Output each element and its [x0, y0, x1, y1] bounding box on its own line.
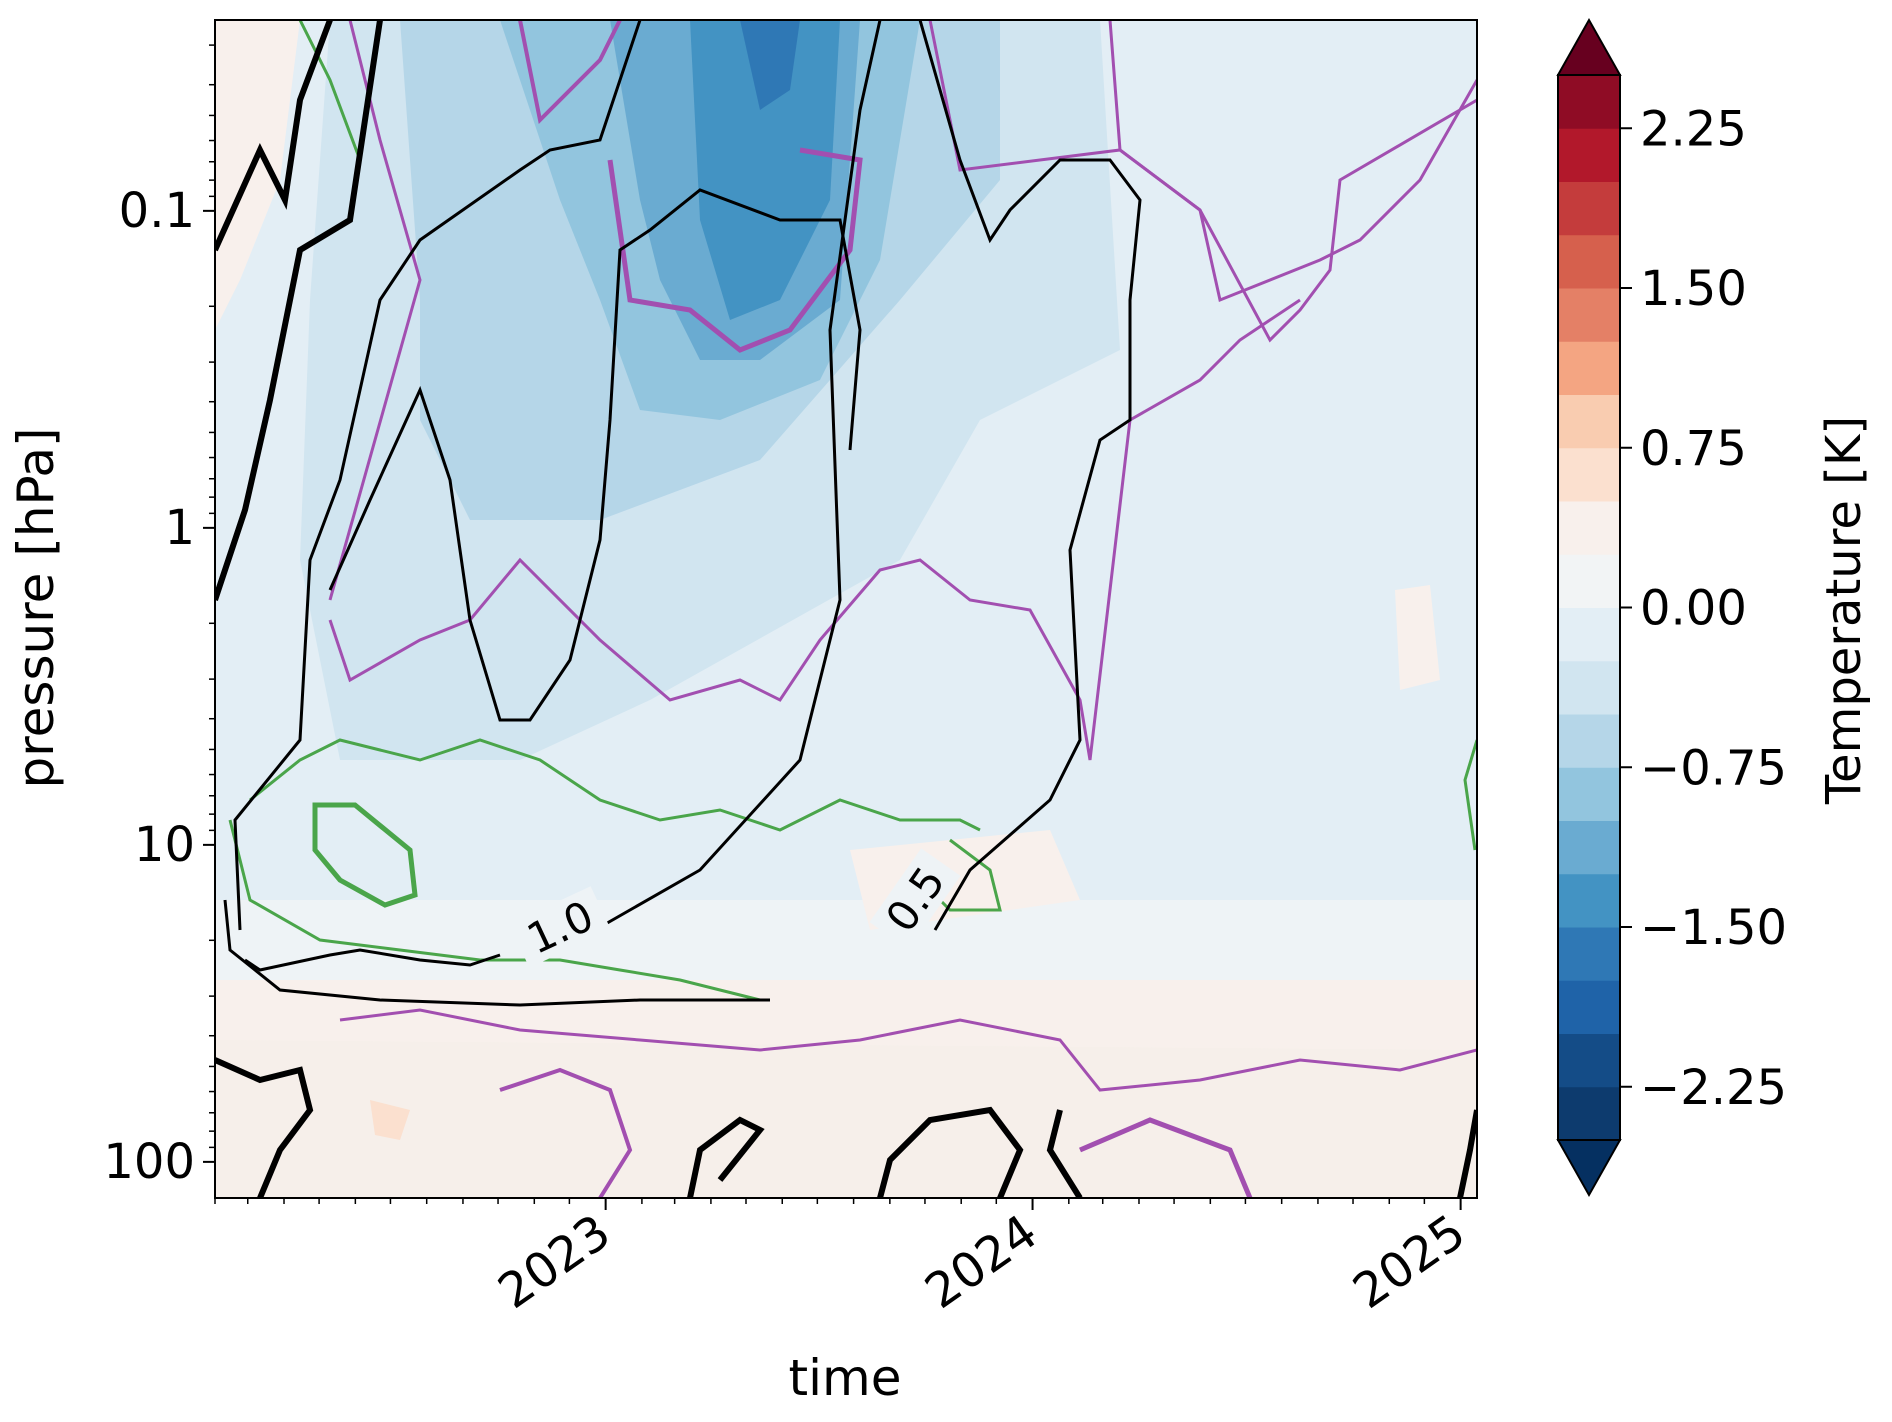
y-tick-label: 1: [164, 500, 195, 556]
contour-lines: [215, 20, 1477, 1198]
colorbar-extend-top: [1556, 17, 1622, 76]
y-tick-label: 0.1: [119, 183, 195, 239]
colorbar-segment: [1558, 873, 1620, 928]
colorbar-segment: [1558, 927, 1620, 981]
colorbar-segment: [1558, 767, 1620, 821]
colorbar-segment: [1558, 660, 1620, 715]
x-tick-label: 2023: [488, 1204, 620, 1320]
colorbar-tick-label: 0.00: [1640, 581, 1747, 637]
y-axis: 0.1 1 10 100: [103, 44, 215, 1190]
y-axis-label: pressure [hPa]: [7, 427, 65, 788]
colorbar-tick-label: −0.75: [1640, 740, 1787, 796]
colorbar-segment: [1558, 607, 1620, 662]
colorbar-segment: [1558, 447, 1620, 502]
colorbar-extend-bottom: [1556, 1139, 1622, 1198]
colorbar-segment: [1558, 554, 1620, 608]
colorbar-tick-label: 1.50: [1640, 261, 1747, 317]
colorbar-tick-label: 0.75: [1640, 421, 1747, 477]
colorbar-segment: [1558, 980, 1620, 1034]
colorbar-segment: [1558, 75, 1620, 129]
colorbar-segment: [1558, 1033, 1620, 1088]
colorbar-segment: [1558, 181, 1620, 236]
y-tick-label: 100: [103, 1134, 195, 1190]
x-tick-label: 2024: [915, 1204, 1047, 1320]
contour-label-bg: [509, 886, 611, 968]
contour-label-bg: [869, 848, 961, 950]
colorbar-segment: [1558, 1086, 1620, 1141]
colorbar-tick-label: 2.25: [1640, 101, 1747, 157]
x-axis: 2023 2024 2025: [214, 1198, 1476, 1320]
colorbar-segment: [1558, 288, 1620, 342]
colorbar-tick-label: −2.25: [1640, 1060, 1787, 1116]
colorbar-segment: [1558, 234, 1620, 289]
colorbar-segment: [1558, 820, 1620, 875]
colorbar: 2.25 1.50 0.75 0.00 −0.75 −1.50 −2.25: [1556, 17, 1787, 1198]
colorbar-segment: [1558, 394, 1620, 449]
colorbar-segment: [1558, 714, 1620, 768]
colorbar-segment: [1558, 341, 1620, 395]
colorbar-tick-label: −1.50: [1640, 900, 1787, 956]
x-axis-label: time: [789, 1349, 902, 1407]
x-tick-label: 2025: [1343, 1204, 1475, 1320]
plot-frame: [214, 19, 1478, 1199]
colorbar-segment: [1558, 501, 1620, 555]
y-tick-label: 10: [134, 817, 195, 873]
colorbar-segment: [1558, 128, 1620, 182]
colorbar-label: Temperature [K]: [1816, 416, 1872, 805]
